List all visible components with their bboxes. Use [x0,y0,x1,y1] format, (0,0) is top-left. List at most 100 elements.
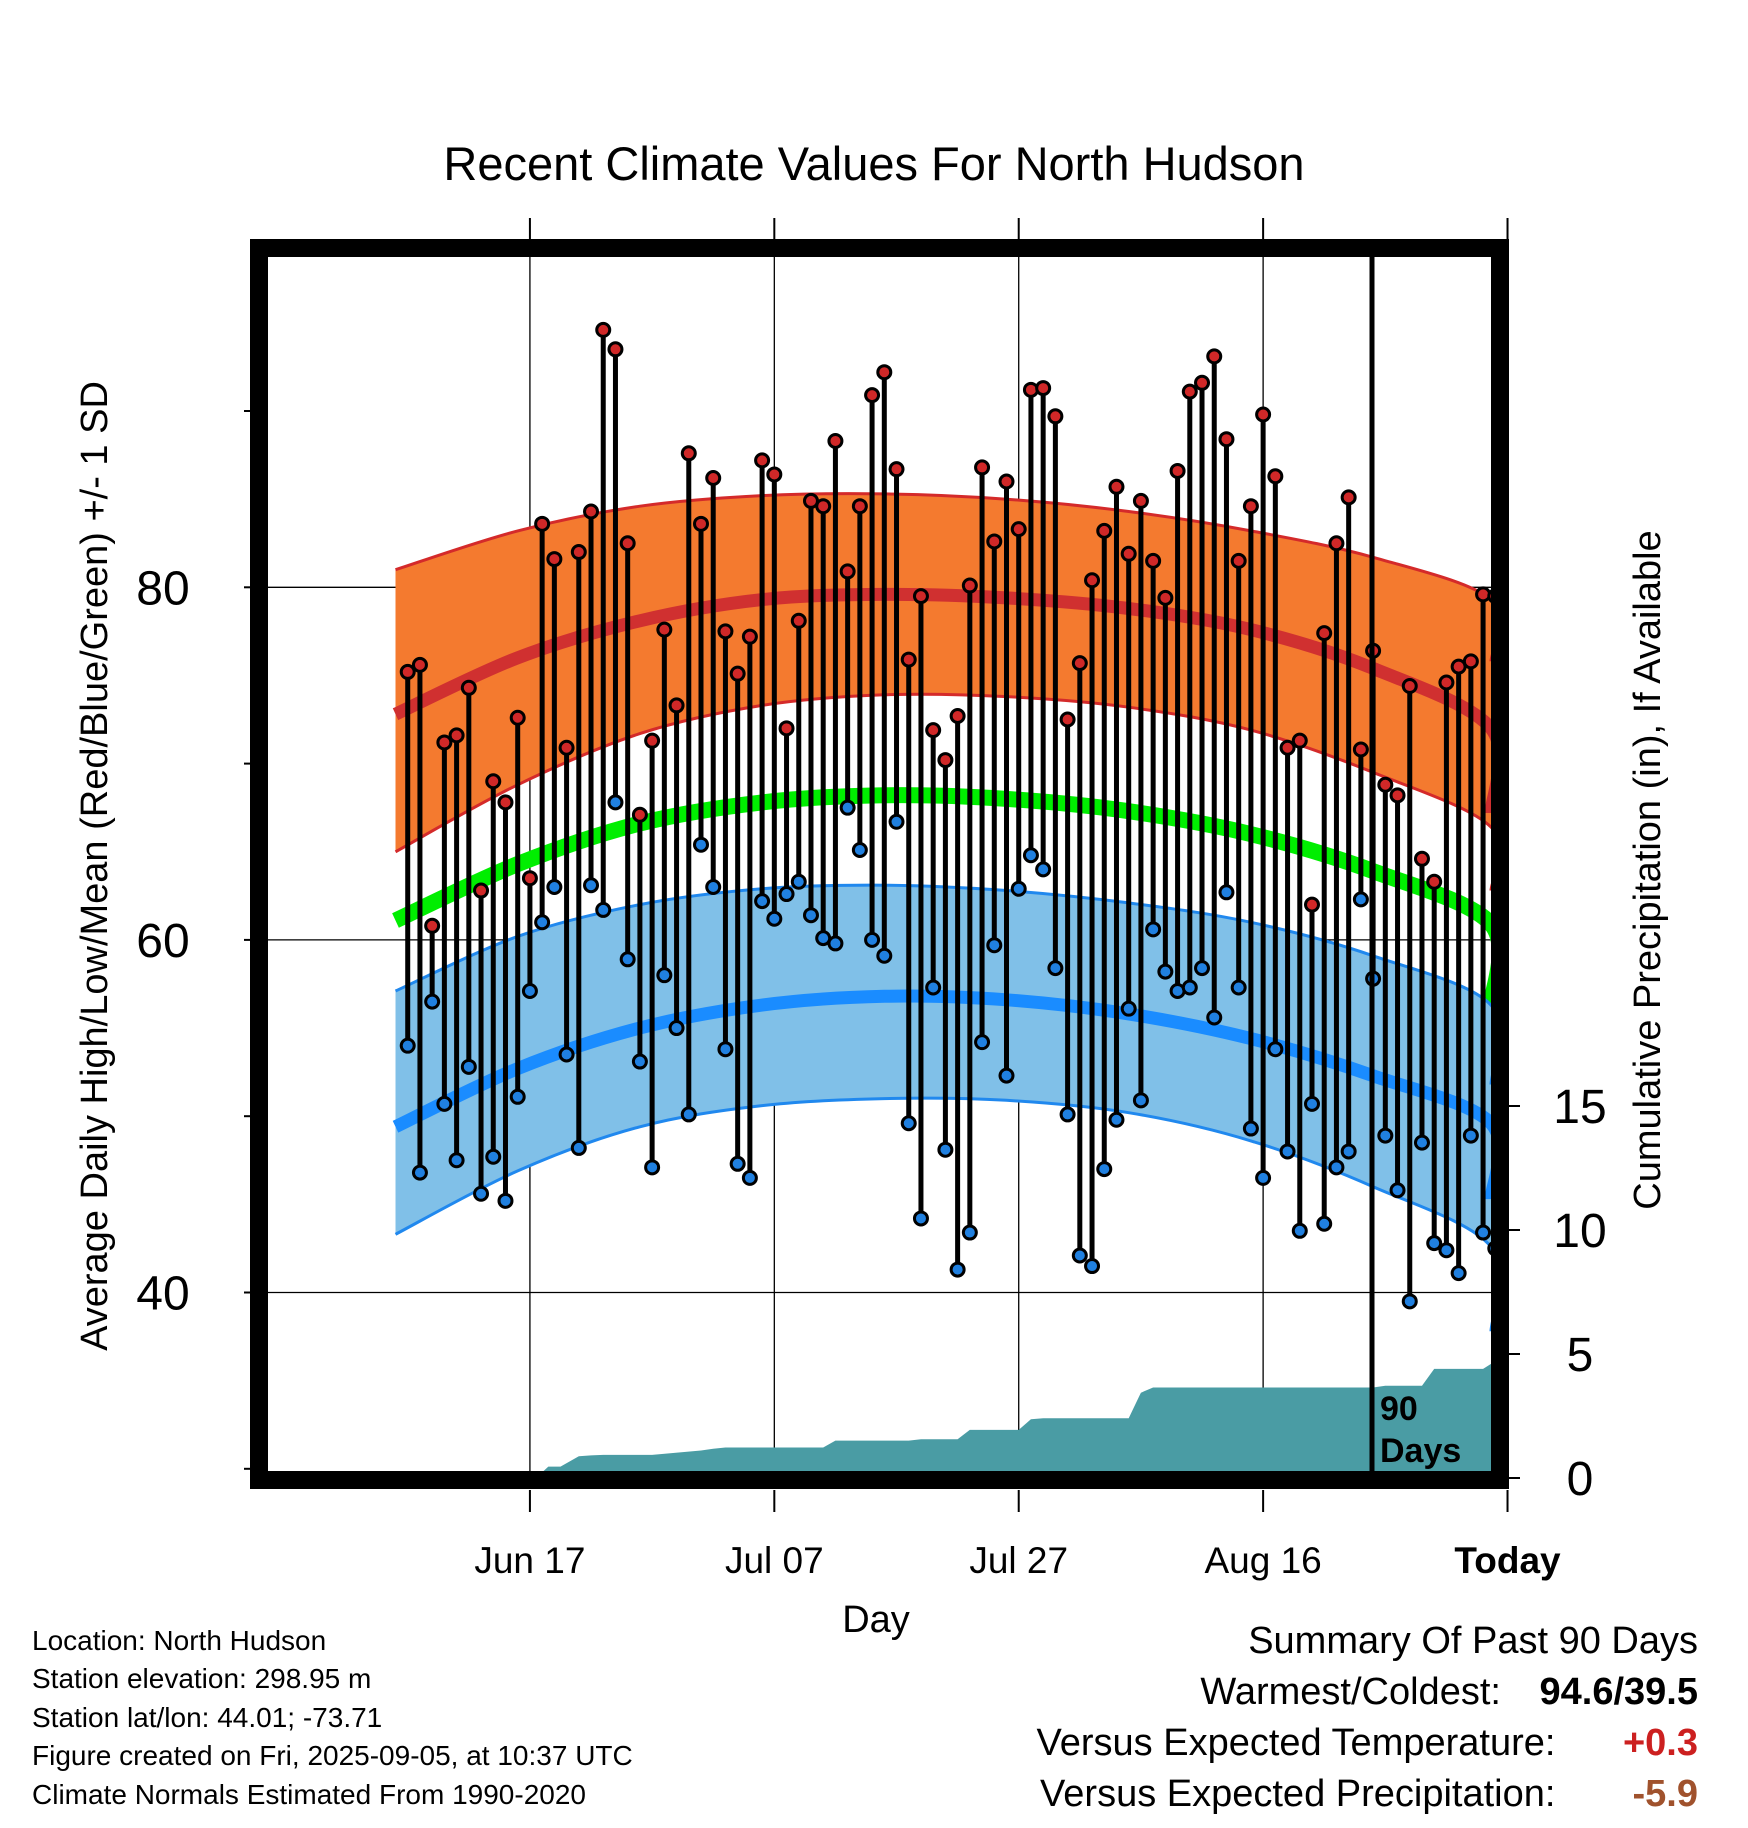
daily-high-point [1206,348,1223,365]
daily-high-point [521,870,538,887]
daily-low-point [497,1192,514,1209]
daily-high-point [766,466,783,483]
daily-high-point [717,623,734,640]
daily-high-point [888,461,905,478]
daily-high-point [399,663,416,680]
daily-low-point [961,1224,978,1241]
daily-low-point [1242,1120,1259,1137]
daily-high-point [1084,572,1101,589]
y2-tick-label: 5 [1567,1329,1594,1382]
daily-low-point [741,1169,758,1186]
temp-departure-value: +0.3 [1622,1722,1698,1764]
daily-low-point [705,879,722,896]
y2-axis-label: Cumulative Precipitation (in), If Availa… [1627,530,1669,1209]
daily-high-point [815,498,832,515]
x-tick-label: Jul 07 [725,1540,824,1581]
chart-title: Recent Climate Values For North Hudson [443,137,1304,190]
daily-high-point [1047,408,1064,425]
daily-high-point [680,445,697,462]
daily-high-point [741,628,758,645]
daily-high-point [1059,711,1076,728]
daily-low-point [949,1261,966,1278]
daily-high-point [961,577,978,594]
low-sd-band [395,885,1500,1332]
daily-low-point [1218,884,1235,901]
daily-low-point [864,931,881,948]
daily-high-point [1120,545,1137,562]
daily-low-point [1401,1293,1418,1310]
daily-high-point [1132,492,1149,509]
daily-low-point [1084,1258,1101,1275]
summary-title: Summary Of Past 90 Days [1248,1620,1698,1662]
daily-low-point [693,836,709,853]
daily-low-point [1255,1169,1272,1186]
daily-high-point [473,882,490,899]
daily-high-point [1352,741,1369,758]
y-axis-left: 40 60 80 [136,410,256,1470]
daily-high-point [827,432,844,449]
x-tick-label: Aug 16 [1204,1540,1321,1581]
daily-high-point [1242,498,1259,515]
daily-high-point [411,656,428,673]
daily-low-point [1413,1134,1430,1151]
daily-high-point [974,459,991,476]
precip-departure-value: -5.9 [1632,1773,1698,1815]
daily-low-point [827,935,844,952]
daily-low-point [1194,960,1211,977]
daily-low-point [1450,1265,1467,1282]
daily-high-point [864,387,881,404]
daily-low-point [754,893,771,910]
daily-low-point [1132,1092,1149,1109]
daily-low-point [974,1034,991,1051]
daily-low-point [1438,1242,1455,1259]
daily-high-point [851,498,868,515]
y2-tick-label: 0 [1567,1453,1594,1506]
info-location: Location: North Hudson [32,1625,327,1656]
daily-low-point [485,1148,502,1165]
daily-low-point [521,983,538,1000]
daily-high-point [1108,478,1125,495]
warmest-value: 94.6/39.5 [1539,1671,1698,1713]
daily-low-point [1047,960,1064,977]
daily-low-point [1181,979,1198,996]
daily-high-point [876,364,893,381]
daily-low-point [900,1115,917,1132]
daily-low-point [1462,1127,1479,1144]
daily-low-point [839,799,856,816]
daily-high-point [1291,732,1308,749]
info-elevation: Station elevation: 298.95 m [32,1663,372,1695]
daily-low-point [1071,1247,1088,1264]
info-created: Figure created on Fri, 2025-09-05, at 10… [32,1740,633,1772]
daily-high-point [583,503,600,520]
period-label-line: 90 [1380,1390,1418,1428]
daily-high-point [729,665,746,682]
daily-low-point [436,1095,453,1112]
daily-low-point [729,1155,746,1172]
summary-precip-row: Versus Expected Precipitation: -5.9 [1037,1769,1698,1820]
y-axis-label: Average Daily High/Low/Mean (Red/Blue/Gr… [74,381,116,1351]
daily-low-point [546,879,563,896]
daily-low-point [619,951,636,968]
daily-low-point [1304,1095,1320,1112]
x-tick-label: Jul 27 [969,1540,1068,1581]
period-label-line: Days [1380,1432,1461,1470]
daily-low-point [1377,1127,1394,1144]
daily-low-point [558,1046,575,1063]
daily-high-point [1145,552,1162,569]
temp-label: Versus Expected Temperature: [1036,1722,1556,1764]
daily-high-point [1462,653,1479,670]
daily-high-point [1157,589,1174,606]
daily-low-point [473,1185,490,1202]
daily-low-point [1206,1009,1223,1026]
daily-low-point [986,937,1003,954]
daily-high-point [790,612,807,629]
daily-high-point [619,535,636,552]
daily-low-point [851,841,868,858]
daily-high-point [1316,625,1333,642]
daily-high-point [509,709,526,726]
daily-high-point [595,321,612,338]
daily-high-point [570,544,587,561]
x-axis-label: Day [842,1599,910,1641]
daily-low-point [399,1037,416,1054]
